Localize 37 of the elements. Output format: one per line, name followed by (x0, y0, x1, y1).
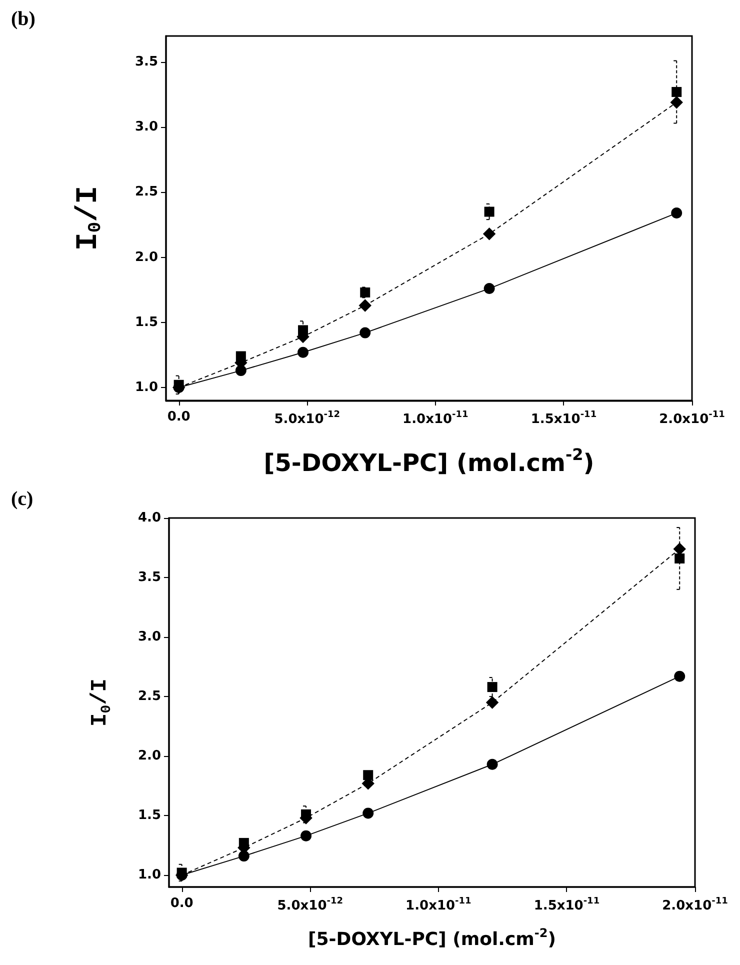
point (674, 553, 685, 564)
chart-title: (c) (11, 488, 34, 510)
point (671, 208, 682, 219)
y-tick-label: 4.0 (138, 510, 161, 526)
point (298, 346, 309, 358)
y-axis-title: I0/I (72, 186, 106, 251)
point (362, 808, 374, 819)
point (358, 299, 372, 312)
x-tick-label: 0.0 (167, 410, 190, 424)
point (486, 758, 498, 770)
point (484, 206, 494, 217)
point (484, 283, 495, 294)
y-axis-title: I0/I (88, 678, 115, 727)
y-tick-label: 3.0 (134, 120, 158, 135)
point (487, 682, 498, 692)
y-tick-label: 2.0 (138, 748, 161, 764)
y-tick-label: 1.0 (138, 868, 161, 883)
y-tick-label: 3.5 (138, 570, 161, 586)
y-tick-label: 1.5 (138, 808, 161, 824)
y-tick-label: 3.0 (138, 630, 161, 645)
point (670, 96, 683, 109)
point (360, 327, 371, 338)
point (360, 287, 370, 298)
point (363, 770, 374, 780)
y-tick-label: 2.5 (134, 184, 158, 200)
point (300, 830, 312, 842)
point (482, 228, 496, 240)
y-tick-label: 3.5 (134, 54, 158, 70)
y-tick-label: 1.0 (134, 380, 158, 395)
x-tick-label: 0.0 (170, 896, 194, 911)
y-tick-label: 2.0 (134, 250, 158, 265)
point (672, 86, 682, 97)
y-tick-label: 1.5 (134, 314, 158, 330)
point (674, 670, 686, 682)
chart-title: (b) (11, 8, 36, 30)
point (486, 696, 499, 709)
y-tick-label: 2.5 (138, 689, 161, 704)
